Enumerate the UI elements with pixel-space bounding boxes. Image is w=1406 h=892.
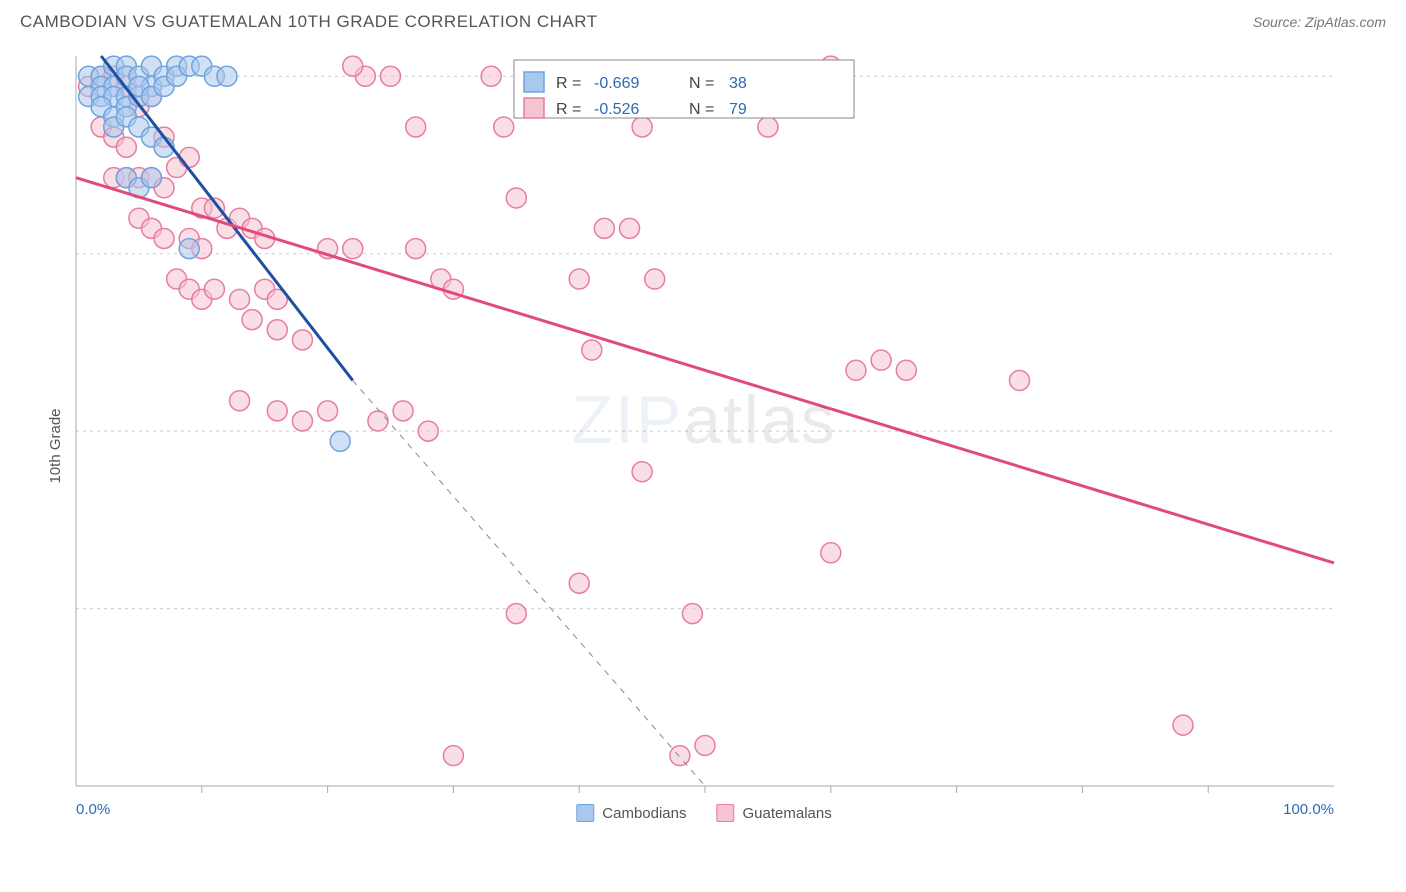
svg-text:100.0%: 100.0% — [1283, 801, 1334, 818]
legend-swatch-icon — [717, 804, 735, 822]
svg-text:R =: R = — [556, 101, 581, 118]
legend-item-cambodians: Cambodians — [576, 804, 686, 822]
chart-header: CAMBODIAN VS GUATEMALAN 10TH GRADE CORRE… — [0, 0, 1406, 40]
svg-text:N =: N = — [689, 75, 714, 92]
svg-text:0.0%: 0.0% — [76, 801, 110, 818]
svg-text:79: 79 — [729, 101, 747, 118]
svg-text:100.0%: 100.0% — [1343, 68, 1344, 85]
legend-label: Cambodians — [602, 805, 686, 822]
legend-label: Guatemalans — [743, 805, 832, 822]
svg-text:-0.526: -0.526 — [594, 101, 639, 118]
legend-swatch-icon — [576, 804, 594, 822]
svg-text:-0.669: -0.669 — [594, 75, 639, 92]
chart-title: CAMBODIAN VS GUATEMALAN 10TH GRADE CORRE… — [20, 12, 598, 32]
scatter-chart-svg: 100.0%82.5%65.0%47.5%0.0%100.0%R =-0.669… — [64, 46, 1344, 826]
chart-area: 100.0%82.5%65.0%47.5%0.0%100.0%R =-0.669… — [64, 46, 1344, 826]
source-attribution: Source: ZipAtlas.com — [1253, 14, 1386, 30]
y-axis-label: 10th Grade — [47, 408, 64, 483]
svg-text:R =: R = — [556, 75, 581, 92]
legend-item-guatemalans: Guatemalans — [717, 804, 832, 822]
svg-text:38: 38 — [729, 75, 747, 92]
legend-bottom: Cambodians Guatemalans — [576, 804, 831, 822]
svg-text:N =: N = — [689, 101, 714, 118]
